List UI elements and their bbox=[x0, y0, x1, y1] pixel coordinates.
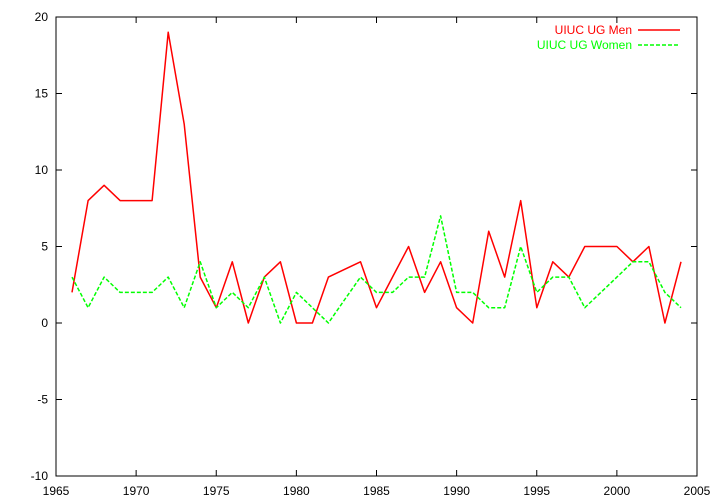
y-tick-label: 15 bbox=[35, 87, 49, 101]
y-tick-label: 20 bbox=[35, 10, 49, 24]
legend-label: UIUC UG Men bbox=[555, 23, 632, 37]
x-tick-label: 1965 bbox=[43, 484, 70, 498]
series-line-2 bbox=[71, 215, 682, 324]
x-tick-label: 2000 bbox=[604, 484, 631, 498]
y-tick-label: -10 bbox=[31, 469, 49, 483]
axis-ticks: 1965 1970 1975 1980 1985 1990 1995 2000 2005-10-… bbox=[31, 10, 711, 498]
x-tick-label: 1985 bbox=[363, 484, 390, 498]
y-tick-label: 0 bbox=[41, 316, 48, 330]
x-tick-label: 1980 bbox=[283, 484, 310, 498]
x-tick-label: 2005 bbox=[684, 484, 711, 498]
series-lines bbox=[71, 31, 682, 324]
x-tick-label: 1995 bbox=[523, 484, 550, 498]
y-tick-label: 10 bbox=[35, 163, 49, 177]
x-tick-label: 1975 bbox=[203, 484, 230, 498]
y-tick-label: -5 bbox=[37, 393, 48, 407]
x-tick-label: 1990 bbox=[443, 484, 470, 498]
series-line-1 bbox=[71, 31, 682, 324]
x-tick-label: 1970 bbox=[123, 484, 150, 498]
legend-label: UIUC UG Women bbox=[537, 38, 632, 52]
y-tick-label: 5 bbox=[41, 240, 48, 254]
